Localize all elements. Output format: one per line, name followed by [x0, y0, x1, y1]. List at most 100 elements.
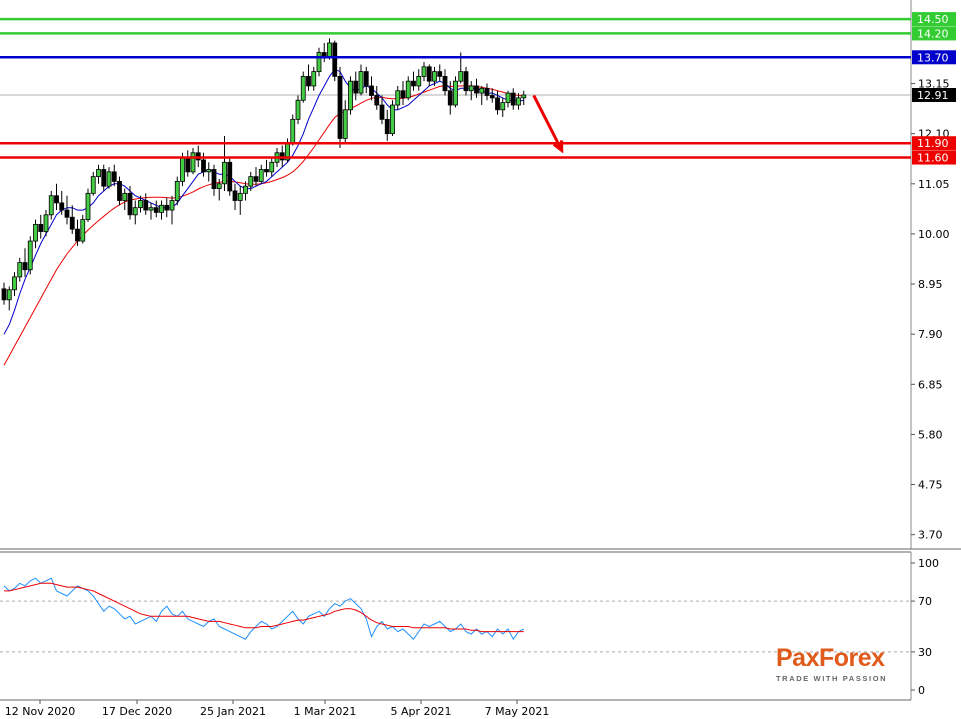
- candle: [400, 81, 406, 106]
- candle-body: [400, 90, 406, 99]
- candle: [27, 236, 33, 275]
- price-tick-label: 4.75: [918, 479, 943, 492]
- candle-body: [180, 157, 185, 182]
- candle: [342, 100, 348, 144]
- candle: [505, 90, 511, 108]
- candle-body: [489, 95, 495, 99]
- candle: [96, 164, 101, 184]
- candle: [369, 76, 374, 101]
- candle-body: [237, 192, 243, 201]
- candle-body: [174, 181, 180, 201]
- candle: [384, 109, 390, 141]
- candle: [426, 64, 432, 86]
- candle: [33, 219, 38, 249]
- candle-body: [316, 52, 322, 73]
- candle-body: [458, 71, 464, 82]
- candle: [43, 210, 49, 237]
- candle-body: [211, 169, 217, 189]
- candle-body: [416, 75, 422, 87]
- ma-fast-line: [3, 68, 524, 335]
- oscillator-tick-label: 0: [918, 684, 925, 697]
- candle: [264, 159, 269, 177]
- candle: [332, 40, 338, 82]
- candle-body: [421, 66, 427, 77]
- candle-body: [358, 71, 364, 94]
- candle-body: [90, 176, 96, 194]
- candle: [405, 76, 411, 101]
- candle-body: [159, 204, 164, 213]
- candle-body: [127, 192, 133, 216]
- candle: [495, 90, 500, 115]
- candle: [353, 71, 359, 101]
- candle: [138, 195, 143, 213]
- candle: [64, 195, 70, 225]
- candle: [243, 181, 248, 201]
- candle-body: [342, 109, 348, 139]
- candle-body: [227, 161, 233, 192]
- level-label: 14.50: [917, 13, 949, 26]
- price-tick-label: 10.00: [918, 228, 950, 241]
- ma-slow-line: [3, 85, 524, 366]
- candle: [132, 200, 138, 225]
- candle-body: [75, 228, 80, 242]
- candle: [101, 164, 107, 191]
- candle: [143, 193, 149, 215]
- candle: [153, 200, 159, 218]
- oscillator-lines: [3, 577, 525, 641]
- candle-body: [248, 176, 254, 187]
- current-price-tag: 12.91: [912, 88, 956, 103]
- candle: [122, 188, 128, 211]
- candle-body: [48, 195, 54, 216]
- candle-body: [353, 80, 359, 94]
- candle-body: [379, 104, 385, 120]
- candle-body: [500, 102, 506, 111]
- current-price-box: [912, 88, 956, 103]
- candle-body: [495, 97, 500, 111]
- candle: [306, 64, 311, 91]
- candle: [390, 100, 395, 137]
- candle-body: [384, 118, 390, 135]
- candle-body: [337, 75, 343, 139]
- x-tick-label: 25 Jan 2021: [200, 705, 266, 718]
- candle: [269, 157, 275, 177]
- candle-body: [437, 71, 443, 77]
- candle-body: [201, 159, 206, 173]
- candle: [17, 257, 23, 282]
- candle-body: [332, 42, 338, 77]
- candle: [174, 176, 180, 206]
- candle-body: [306, 75, 311, 87]
- candle: [69, 205, 75, 234]
- candle: [232, 183, 238, 211]
- candle: [489, 88, 495, 103]
- candle: [500, 97, 506, 117]
- candle-body: [264, 169, 269, 173]
- candle: [484, 83, 490, 101]
- level-label: 13.70: [917, 51, 949, 64]
- candle: [421, 62, 427, 82]
- candle-body: [38, 223, 44, 232]
- candle: [316, 47, 322, 77]
- candle-body: [300, 75, 306, 101]
- level-tag: [912, 26, 956, 41]
- candle: [253, 167, 259, 187]
- x-tick-label: 7 May 2021: [485, 705, 550, 718]
- candle-body: [411, 80, 416, 87]
- brand-logo: PaxForex TRADE WITH PASSION: [774, 644, 894, 688]
- candle-body: [363, 71, 369, 87]
- price-tick-label: 5.80: [918, 428, 943, 441]
- candle: [159, 200, 164, 220]
- candle-body: [33, 223, 38, 242]
- level-tag: [912, 150, 956, 165]
- candle-body: [521, 94, 527, 99]
- candle: [337, 66, 343, 148]
- level-tag: [912, 12, 956, 27]
- candle-body: [395, 90, 401, 106]
- price-y-ticks: 13.1512.1011.0510.008.957.906.855.804.75…: [911, 78, 950, 542]
- price-panel: 13.1512.1011.0510.008.957.906.855.804.75…: [0, 0, 956, 549]
- candle-body: [185, 157, 191, 173]
- candle: [447, 81, 453, 115]
- candle-body: [80, 219, 86, 242]
- x-tick-label: 5 Apr 2021: [390, 705, 451, 718]
- candle: [374, 85, 380, 110]
- candle: [248, 171, 254, 191]
